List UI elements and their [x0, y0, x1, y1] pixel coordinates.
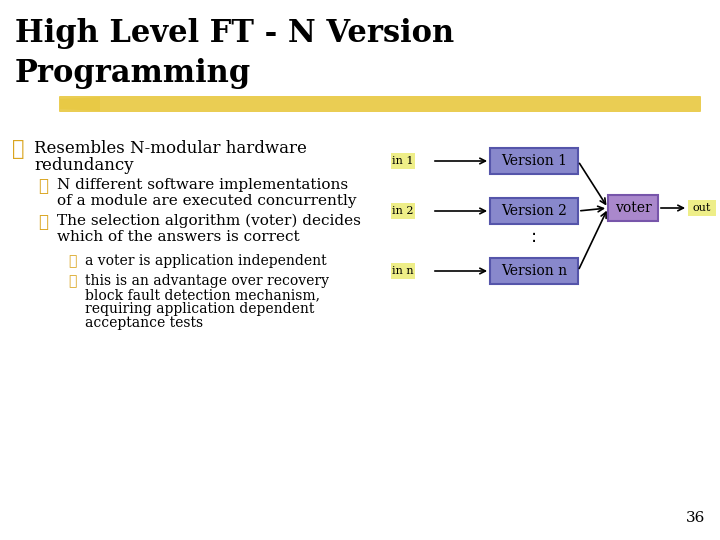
Text: Version 2: Version 2 — [501, 204, 567, 218]
FancyBboxPatch shape — [391, 263, 415, 279]
Text: acceptance tests: acceptance tests — [85, 316, 203, 330]
Text: a voter is application independent: a voter is application independent — [85, 254, 327, 268]
Text: in n: in n — [392, 266, 414, 276]
FancyBboxPatch shape — [490, 198, 578, 224]
FancyBboxPatch shape — [608, 195, 658, 221]
Text: ☒: ☒ — [68, 254, 76, 268]
Text: 36: 36 — [685, 511, 705, 525]
Text: Resembles N-modular hardware: Resembles N-modular hardware — [34, 140, 307, 157]
Polygon shape — [60, 97, 100, 111]
FancyBboxPatch shape — [490, 258, 578, 284]
Text: which of the answers is correct: which of the answers is correct — [57, 230, 300, 244]
Text: Version 1: Version 1 — [501, 154, 567, 168]
FancyBboxPatch shape — [391, 153, 415, 169]
Text: in 2: in 2 — [392, 206, 414, 216]
Text: ☒: ☒ — [38, 214, 48, 231]
Text: :: : — [531, 228, 537, 246]
Text: in 1: in 1 — [392, 156, 414, 166]
Text: this is an advantage over recovery: this is an advantage over recovery — [85, 274, 329, 288]
FancyBboxPatch shape — [688, 200, 716, 216]
Text: Version n: Version n — [501, 264, 567, 278]
Text: N different software implementations: N different software implementations — [57, 178, 348, 192]
FancyBboxPatch shape — [490, 148, 578, 174]
Text: redundancy: redundancy — [34, 157, 134, 174]
Text: The selection algorithm (voter) decides: The selection algorithm (voter) decides — [57, 214, 361, 228]
Text: ☒: ☒ — [38, 178, 48, 195]
Text: out: out — [693, 203, 711, 213]
Text: ❖: ❖ — [12, 140, 24, 159]
Text: ☒: ☒ — [68, 274, 76, 288]
Text: Programming: Programming — [15, 58, 251, 89]
Text: of a module are executed concurrently: of a module are executed concurrently — [57, 194, 356, 208]
FancyBboxPatch shape — [59, 96, 701, 112]
FancyBboxPatch shape — [391, 203, 415, 219]
Text: High Level FT - N Version: High Level FT - N Version — [15, 18, 454, 49]
Text: block fault detection mechanism,: block fault detection mechanism, — [85, 288, 320, 302]
Text: voter: voter — [615, 201, 652, 215]
Text: requiring application dependent: requiring application dependent — [85, 302, 315, 316]
